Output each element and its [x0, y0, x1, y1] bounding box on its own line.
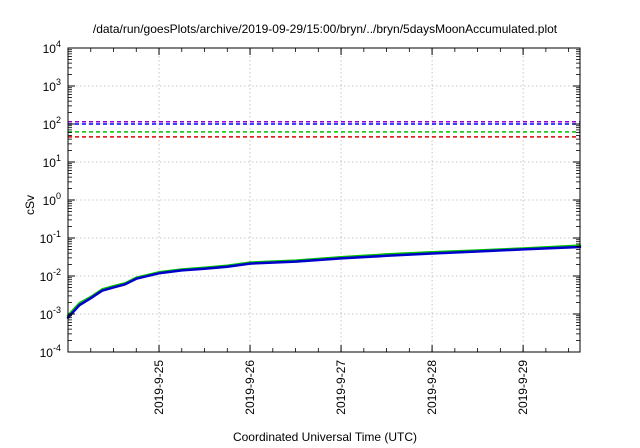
y-tick-label: 104	[43, 39, 61, 56]
reference-lines	[68, 120, 580, 138]
y-tick-label: 102	[43, 115, 61, 132]
grid	[68, 48, 580, 352]
y-ticks: 10-4 10-3 10-2 10-1 100 101 102 103 104	[40, 39, 580, 360]
chart-title: /data/run/goesPlots/archive/2019-09-29/1…	[93, 22, 558, 36]
y-tick-label: 103	[43, 77, 61, 94]
y-tick-label: 10-4	[40, 343, 61, 360]
series-line	[66, 244, 582, 317]
series-line	[66, 245, 582, 319]
x-ticks: 2019-9-25 2019-9-26 2019-9-27 2019-9-28 2019…	[90, 48, 570, 415]
plot-frame	[67, 47, 581, 353]
x-tick-label: 2019-9-29	[516, 360, 530, 415]
x-tick-label: 2019-9-25	[152, 360, 166, 415]
y-tick-label: 10-3	[40, 305, 61, 322]
x-axis-label: Coordinated Universal Time (UTC)	[233, 430, 417, 444]
y-axis-label: cSv	[23, 195, 37, 215]
y-tick-label: 10-1	[40, 229, 61, 246]
x-tick-label: 2019-9-27	[334, 360, 348, 415]
x-tick-label: 2019-9-26	[243, 360, 257, 415]
x-tick-label: 2019-9-28	[425, 360, 439, 415]
series-lines	[66, 244, 582, 319]
y-tick-label: 10-2	[40, 267, 61, 284]
y-tick-label: 100	[43, 191, 61, 208]
y-tick-label: 101	[43, 153, 61, 170]
